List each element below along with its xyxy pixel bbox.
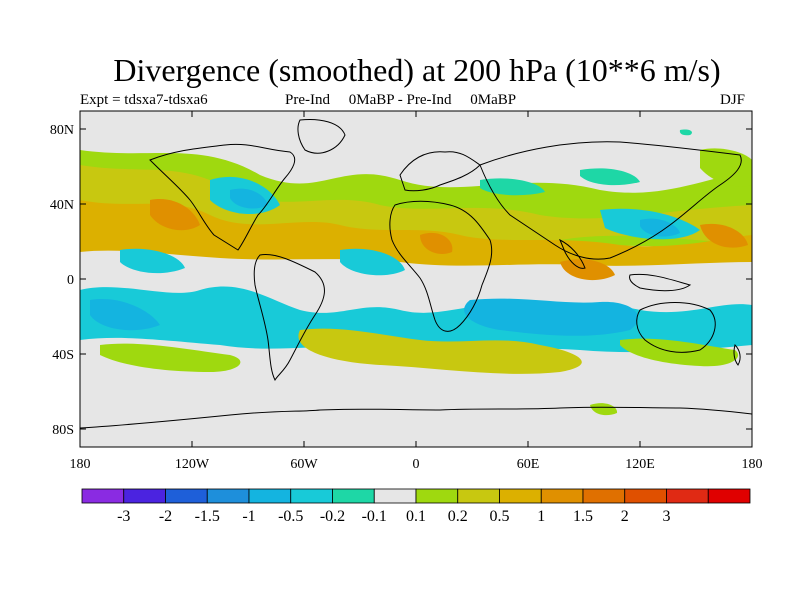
x-tick-label: 120E	[625, 457, 655, 472]
field-blob	[80, 200, 752, 266]
y-tick-label: 80S	[52, 423, 74, 438]
colorbar-swatch	[666, 488, 709, 504]
coast-south-america	[253, 253, 325, 382]
field-blob	[590, 403, 618, 416]
y-tick-label: 0	[67, 273, 74, 288]
colorbar-label: 0.2	[448, 508, 468, 525]
colorbar-swatch	[499, 488, 542, 504]
field-blob	[464, 298, 639, 336]
axis-ticks: 80N 40N 0 40S 80S 180 120W 60W 0 60E 120E 180	[50, 111, 763, 472]
field-blob	[700, 148, 752, 187]
colorbar-swatch	[123, 488, 166, 504]
colorbar-label: 1.5	[573, 508, 593, 525]
page-title: Divergence (smoothed) at 200 hPa (10**6 …	[113, 52, 721, 88]
x-tick-label: 180	[742, 457, 763, 472]
field-blob	[700, 223, 748, 248]
field-blob	[90, 299, 160, 331]
colorbar-swatch	[624, 488, 667, 504]
colorbar-label: -0.5	[278, 508, 303, 525]
colorbar-swatch	[415, 488, 459, 504]
colorbar-label: 0.1	[406, 508, 426, 525]
field-blob	[80, 286, 752, 354]
coast-india	[559, 238, 586, 269]
colorbar-label: -0.2	[320, 508, 345, 525]
season-label: DJF	[720, 92, 746, 108]
x-tick-label: 60E	[517, 457, 540, 472]
colorbar-label: 1	[537, 508, 545, 525]
field-blob	[480, 178, 545, 196]
field-blob	[298, 328, 582, 374]
field-blob	[640, 218, 680, 237]
coast-greenland	[297, 119, 346, 154]
field-blob	[230, 188, 268, 209]
x-tick-label: 60W	[290, 457, 318, 472]
colorbar-swatch	[81, 488, 125, 504]
x-tick-label: 180	[70, 457, 91, 472]
colorbar-label: 0.5	[490, 508, 510, 525]
coastlines	[80, 119, 752, 429]
colorbar-swatch	[540, 488, 584, 504]
colorbar-label: -1	[242, 508, 255, 525]
experiment-label: Expt = tdsxa7-tdsxa6	[80, 92, 208, 108]
coast-new-zealand	[733, 344, 741, 366]
colorbar-swatch	[206, 488, 250, 504]
field-blob	[150, 199, 200, 231]
colorbar-label: -0.1	[362, 508, 387, 525]
x-tick-label: 120W	[175, 457, 210, 472]
y-tick-label: 40N	[50, 198, 74, 213]
colorbar-label: -2	[159, 508, 172, 525]
field-blob	[120, 248, 185, 274]
colorbar-swatch	[248, 488, 292, 504]
field-blob	[679, 129, 692, 136]
coast-indonesia	[629, 273, 692, 292]
colorbar-swatch	[165, 488, 208, 504]
colorbar-label: -3	[117, 508, 130, 525]
colorbar-swatch	[373, 488, 417, 504]
coast-antarctica	[80, 406, 752, 429]
colorbar-swatch	[290, 488, 333, 504]
colorbar-label: 3	[663, 508, 671, 525]
colorbar-label: -1.5	[195, 508, 220, 525]
coast-asia	[479, 141, 742, 260]
field-blob	[340, 248, 405, 276]
colorbar-label: 2	[621, 508, 629, 525]
coast-africa	[389, 200, 493, 332]
field-blob	[100, 343, 241, 372]
colorbar-swatch	[582, 488, 626, 504]
x-tick-label: 0	[413, 457, 420, 472]
y-tick-label: 80N	[50, 123, 74, 138]
y-tick-label: 40S	[52, 348, 74, 363]
field-blob	[420, 232, 453, 255]
colorbar-swatch	[457, 488, 500, 504]
coast-north-america	[149, 143, 296, 251]
colorbar-swatch	[332, 488, 375, 504]
field-blob	[580, 168, 640, 186]
period-label: Pre-Ind 0MaBP - Pre-Ind 0MaBP	[285, 92, 517, 108]
coast-australia	[636, 302, 716, 353]
colorbar-swatch	[707, 488, 751, 504]
